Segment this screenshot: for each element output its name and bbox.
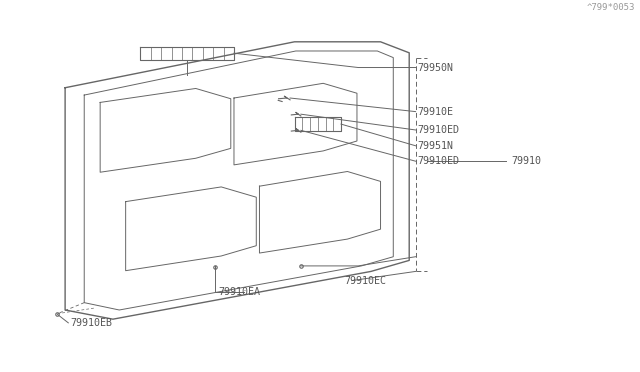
Text: 79910EB: 79910EB — [70, 318, 112, 328]
Text: 79910EA: 79910EA — [218, 287, 260, 297]
Text: 79910E: 79910E — [417, 107, 454, 116]
Text: 79950N: 79950N — [417, 62, 454, 73]
Text: 79910EC: 79910EC — [344, 276, 386, 286]
Text: 79910ED: 79910ED — [417, 125, 460, 135]
Text: ^799*0053: ^799*0053 — [587, 3, 636, 12]
Text: 79910: 79910 — [511, 156, 541, 166]
Text: 79910ED: 79910ED — [417, 156, 460, 166]
Text: 79951N: 79951N — [417, 141, 454, 151]
